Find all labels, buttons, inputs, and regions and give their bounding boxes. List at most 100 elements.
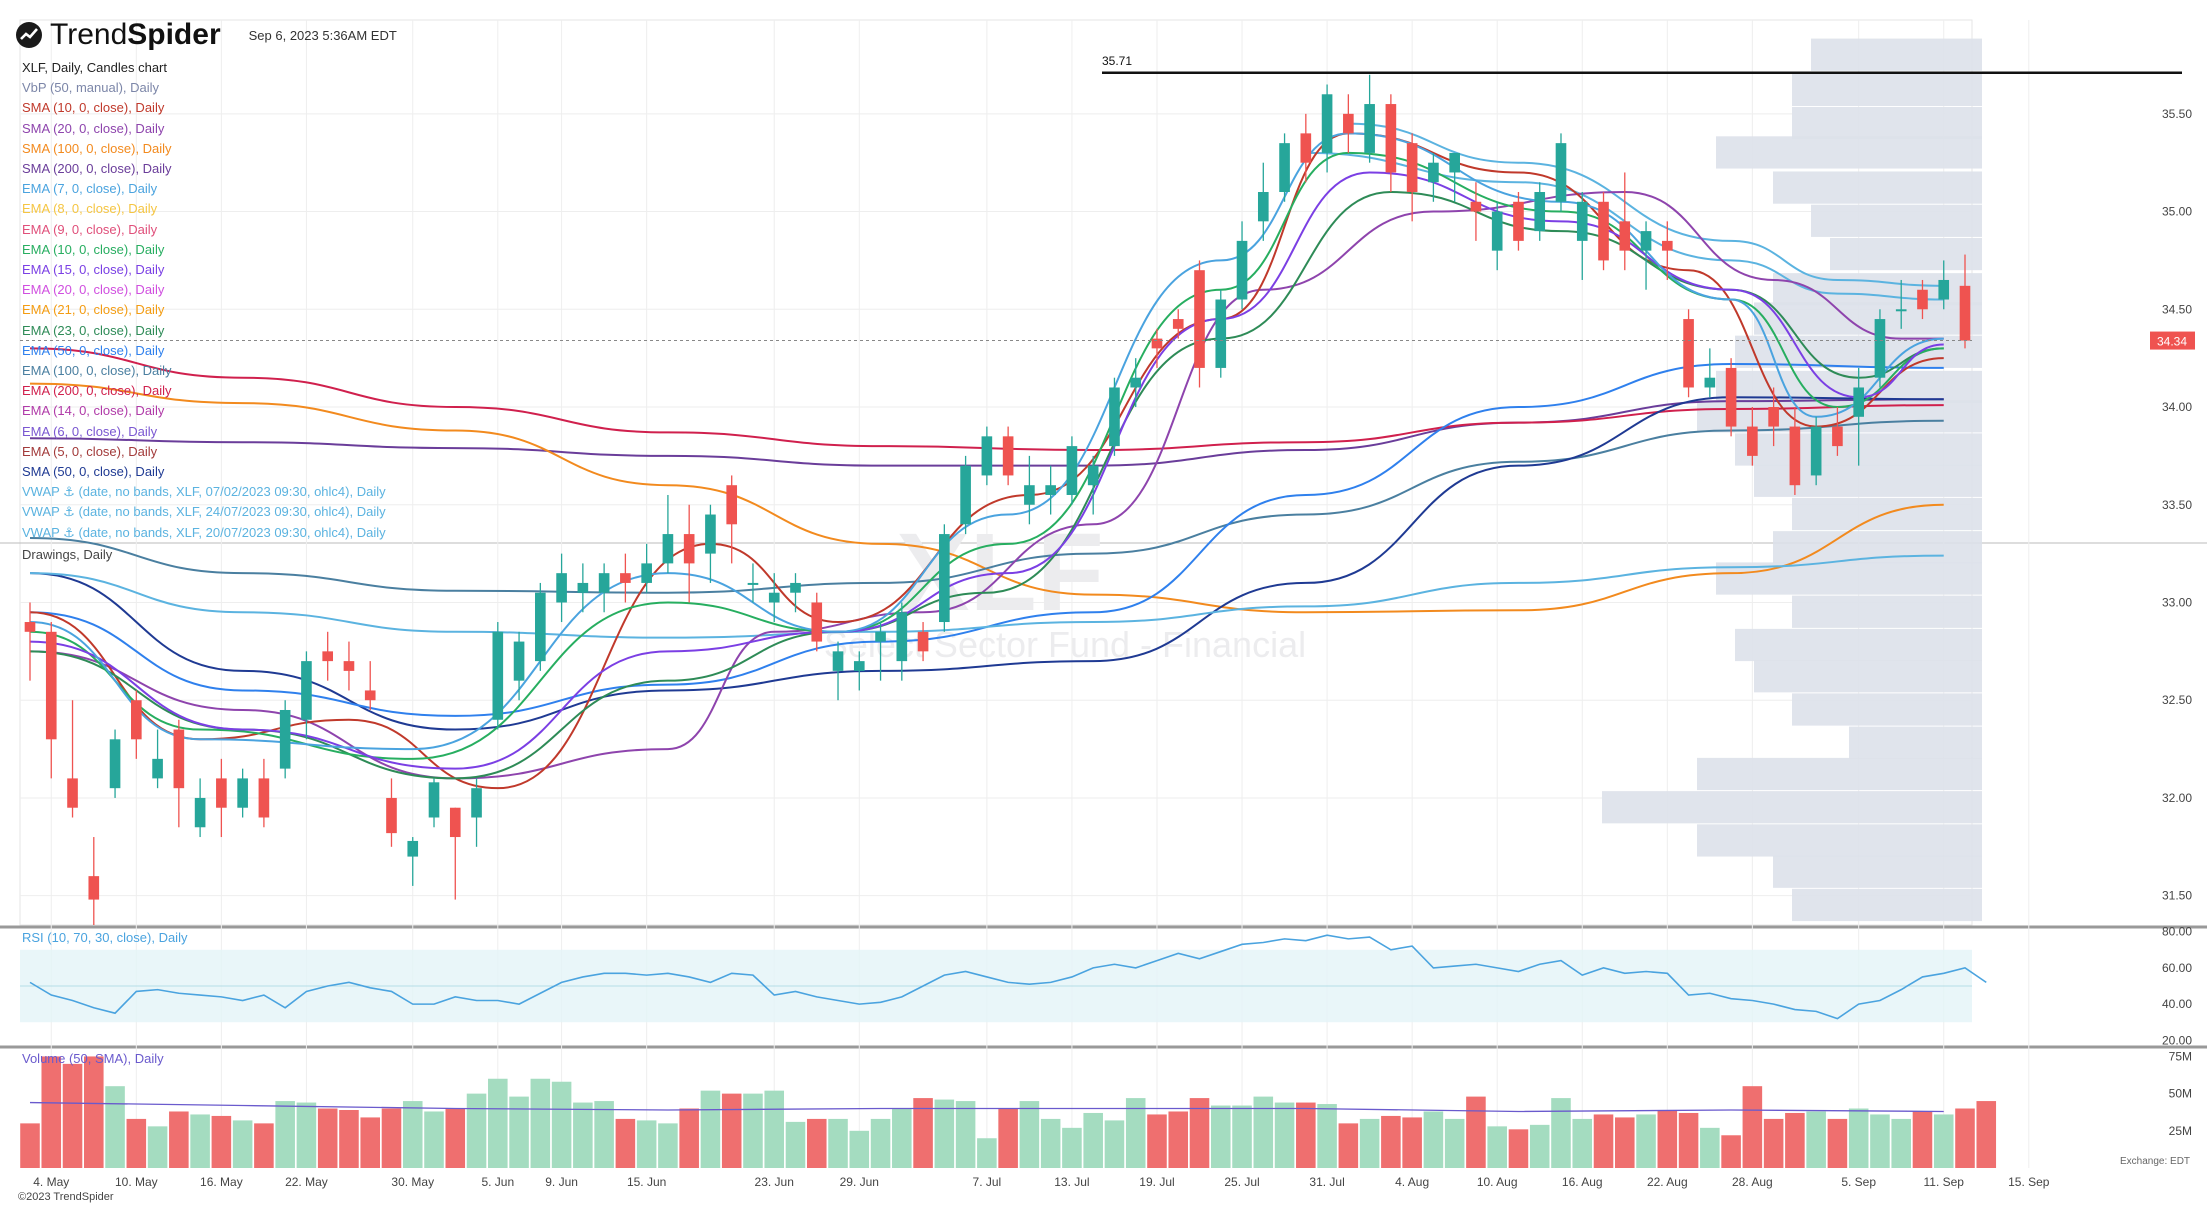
candle-body	[45, 631, 57, 740]
candle	[1024, 455, 1035, 525]
volume-bar	[1466, 1096, 1486, 1168]
candle	[88, 837, 100, 925]
candle	[620, 553, 631, 603]
legend-item[interactable]: EMA (20, 0, close), Daily	[22, 282, 165, 298]
candle-body	[343, 661, 355, 671]
price-tick-label: 33.50	[2162, 498, 2192, 512]
candle-body	[1619, 221, 1631, 251]
candle-body	[1194, 270, 1205, 368]
candle-body	[1874, 319, 1886, 378]
rsi-pane[interactable]: 80.00 60.00 40.00 20.00	[20, 925, 2192, 1048]
rsi-tick-label: 20.00	[2162, 1033, 2192, 1047]
time-tick-label: 16. Aug	[1562, 1175, 1603, 1189]
candle	[492, 622, 504, 730]
vbp-bar	[1792, 73, 1982, 106]
candle	[1576, 192, 1588, 280]
volume-bar	[1700, 1127, 1720, 1168]
candle-body	[513, 641, 525, 681]
time-axis[interactable]: 4. May 10. May 16. May 22. May 30. May 5. Jun…	[33, 1175, 2050, 1189]
volume-bar	[1104, 1120, 1125, 1168]
volume-bar	[913, 1098, 933, 1168]
volume-label[interactable]: Volume (50, SMA), Daily	[22, 1051, 164, 1066]
time-tick-label: 25. Jul	[1224, 1175, 1259, 1189]
legend-item[interactable]: EMA (23, 0, close), Daily	[22, 322, 165, 338]
vbp-bar	[1754, 660, 1982, 693]
volume-bar	[1296, 1102, 1316, 1168]
candle	[428, 778, 440, 828]
candle	[513, 631, 525, 701]
volume-bar	[466, 1093, 487, 1168]
legend-item[interactable]: EMA (15, 0, close), Daily	[22, 262, 165, 278]
candle-body	[258, 778, 270, 818]
candle	[1279, 133, 1290, 202]
legend-item[interactable]: EMA (10, 0, close), Daily	[22, 241, 165, 257]
volume-bar	[1933, 1114, 1954, 1168]
volume-bar	[870, 1118, 891, 1168]
price-axis[interactable]: 35.50 35.00 34.50 34.00 33.50 33.00 32.50 32.00…	[2162, 107, 2192, 903]
legend-item[interactable]: SMA (200, 0, close), Daily	[22, 161, 172, 177]
volume-bar	[1040, 1118, 1061, 1168]
candle-body	[194, 797, 206, 828]
legend-item[interactable]: EMA (50, 0, close), Daily	[22, 342, 165, 358]
price-tick-label: 32.50	[2162, 693, 2192, 707]
volume-bar	[1253, 1096, 1274, 1168]
vbp-bar	[1792, 106, 1982, 140]
volume-bar	[721, 1093, 742, 1168]
volume-bar	[126, 1118, 147, 1168]
time-tick-label: 22. May	[285, 1175, 328, 1189]
legend-item[interactable]: EMA (5, 0, close), Daily	[22, 443, 158, 459]
last-price-marker: 34.34	[20, 331, 2195, 350]
candle	[832, 641, 844, 701]
moving-average-line	[29, 171, 1944, 770]
legend-item[interactable]: EMA (8, 0, close), Daily	[22, 201, 158, 217]
legend-item[interactable]: EMA (9, 0, close), Daily	[22, 221, 158, 237]
volume-bar	[1742, 1086, 1763, 1168]
candle	[1619, 172, 1631, 271]
legend-item[interactable]: SMA (10, 0, close), Daily	[22, 100, 165, 116]
legend-item[interactable]: EMA (100, 0, close), Daily	[22, 363, 172, 379]
candle	[768, 573, 780, 623]
candles	[24, 74, 1971, 925]
volume-bar	[1338, 1123, 1359, 1168]
legend-item[interactable]: EMA (6, 0, close), Daily	[22, 423, 158, 439]
legend-item[interactable]: VbP (50, manual), Daily	[22, 80, 160, 96]
candle	[1895, 279, 1907, 329]
legend-item[interactable]: VWAP ⚓ (date, no bands, XLF, 20/07/2023 …	[22, 524, 386, 540]
candle	[556, 553, 567, 623]
candle	[853, 651, 865, 691]
candle-body	[471, 788, 482, 818]
candle-body	[662, 534, 674, 564]
legend-item[interactable]: EMA (200, 0, close), Daily	[22, 383, 172, 399]
legend-item[interactable]: VWAP ⚓ (date, no bands, XLF, 24/07/2023 …	[22, 504, 386, 520]
legend-list: VbP (50, manual), Daily SMA (10, 0, close…	[22, 78, 386, 543]
volume-by-price	[1602, 38, 1982, 922]
volume-bar	[1678, 1112, 1699, 1168]
legend-item[interactable]: EMA (21, 0, close), Daily	[22, 302, 165, 318]
candle-body	[88, 876, 100, 900]
candle	[1640, 221, 1652, 290]
volume-bar	[806, 1118, 827, 1168]
chart-title: XLF, Daily, Candles chart	[22, 60, 167, 75]
last-price-tag	[2150, 331, 2195, 350]
legend-item[interactable]: SMA (50, 0, close), Daily	[22, 464, 165, 480]
volume-pane[interactable]: 75M 50M 25M	[20, 1049, 2192, 1168]
legend-item[interactable]: SMA (100, 0, close), Daily	[22, 140, 172, 156]
volume-bar	[594, 1101, 614, 1168]
price-tick-label: 31.50	[2162, 889, 2192, 903]
rsi-label[interactable]: RSI (10, 70, 30, close), Daily	[22, 930, 188, 945]
volume-bar	[275, 1101, 295, 1168]
legend-item[interactable]: SMA (20, 0, close), Daily	[22, 120, 165, 136]
candle-body	[1045, 485, 1056, 495]
volume-bar	[1870, 1114, 1890, 1168]
candle	[1491, 201, 1503, 271]
candle-body	[1364, 104, 1375, 153]
volume-bar	[360, 1117, 381, 1168]
resistance-line[interactable]: 35.71	[1102, 54, 2182, 75]
price-tick-label: 34.50	[2162, 302, 2192, 316]
legend-item[interactable]: EMA (14, 0, close), Daily	[22, 403, 165, 419]
candle	[917, 622, 929, 662]
legend-item[interactable]: EMA (7, 0, close), Daily	[22, 181, 158, 197]
legend-item[interactable]: VWAP ⚓ (date, no bands, XLF, 07/02/2023 …	[22, 484, 386, 500]
volume-bar	[828, 1118, 848, 1168]
